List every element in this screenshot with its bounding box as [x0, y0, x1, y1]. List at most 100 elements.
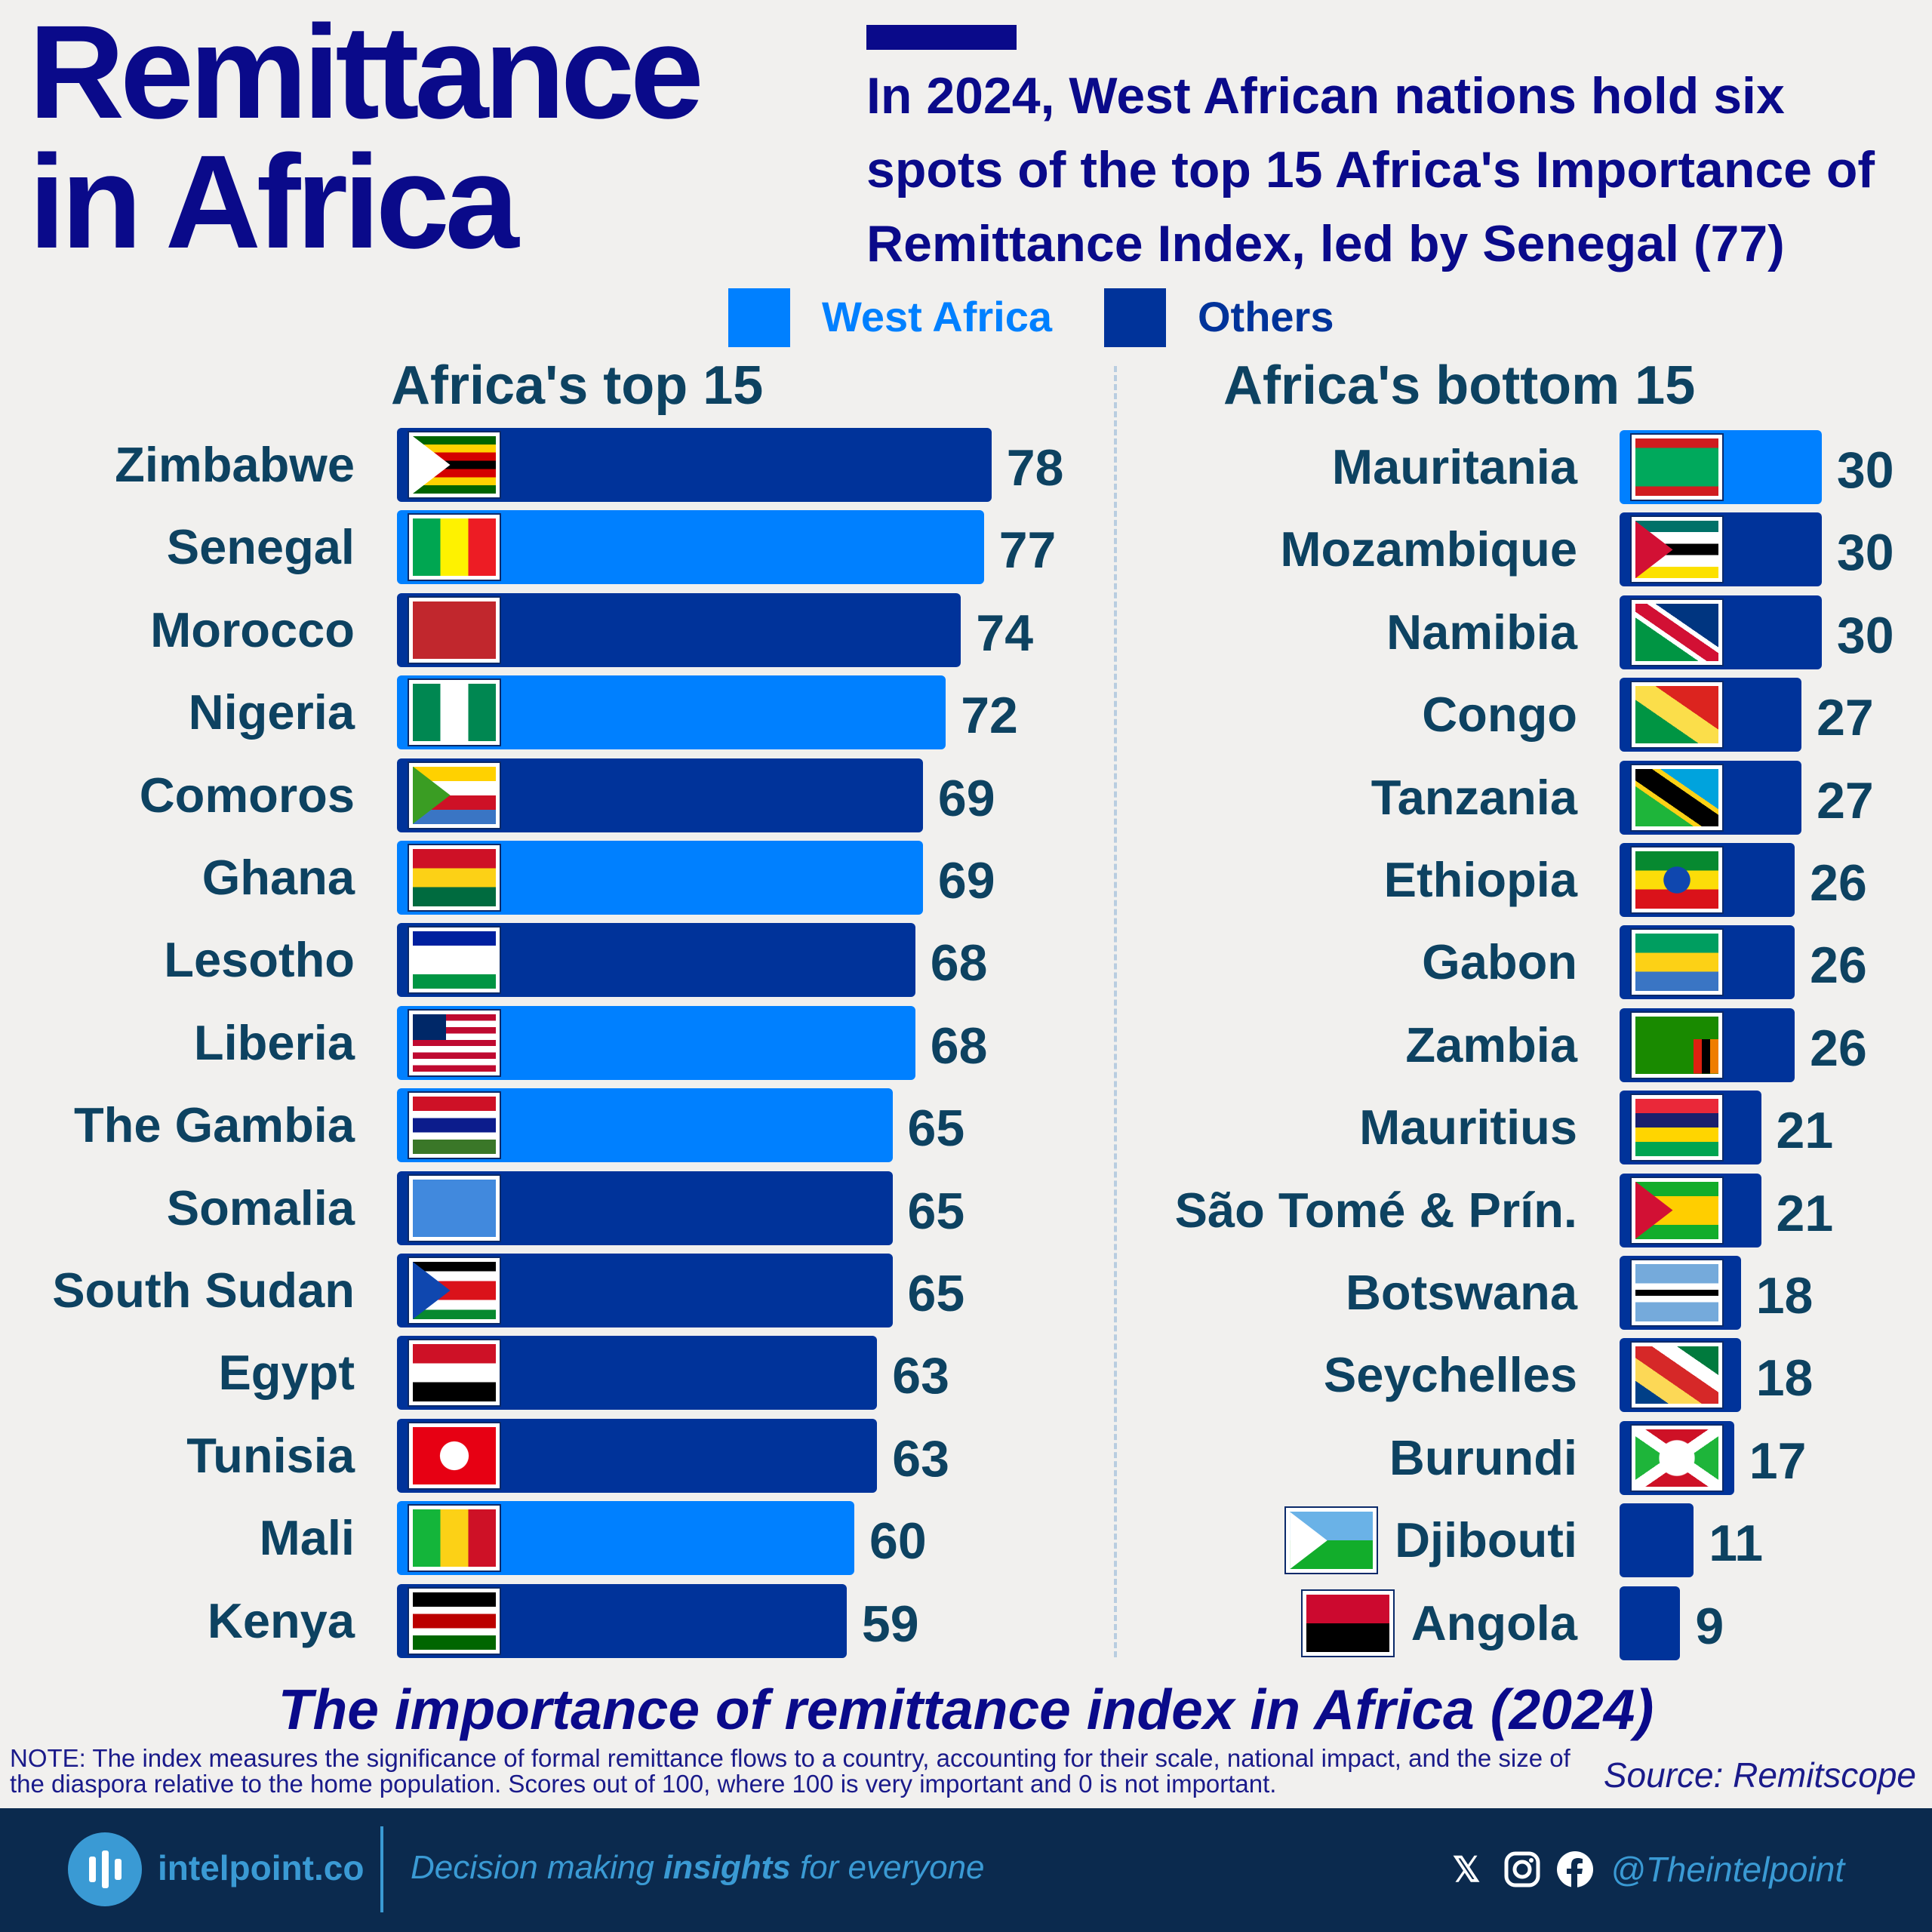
category-label-text: Comoros [139, 767, 355, 823]
social-handle[interactable]: @Theintelpoint [1611, 1850, 1845, 1889]
flag-zimbabwe-icon [409, 432, 500, 497]
x-icon[interactable]: 𝕏 [1452, 1850, 1481, 1889]
legend-label-others: Others [1198, 293, 1334, 340]
category-label: Ghana [202, 841, 355, 915]
bar-namibia [1620, 595, 1822, 669]
data-label: 17 [1749, 1432, 1807, 1490]
data-label: 60 [869, 1512, 927, 1571]
category-label: Liberia [194, 1006, 355, 1080]
category-label-text: Somalia [166, 1180, 355, 1235]
bar-zimbabwe [397, 428, 992, 502]
flag-kenya-icon [409, 1588, 500, 1654]
bar-sa-o-tome-pri-n [1620, 1173, 1761, 1247]
bar-mozambique [1620, 512, 1822, 587]
category-label-text: Tunisia [186, 1427, 355, 1483]
category-label: Senegal [167, 510, 355, 584]
data-label: 65 [907, 1100, 965, 1158]
category-label-text: Djibouti [1395, 1512, 1577, 1568]
category-label: Kenya [208, 1584, 355, 1658]
category-label-text: Burundi [1389, 1429, 1577, 1485]
data-label: 26 [1810, 854, 1867, 912]
category-label: Tanzania [1371, 761, 1577, 835]
bar-mauritania [1620, 430, 1822, 504]
flag-south-sudan-icon [409, 1258, 500, 1323]
category-label-text: The Gambia [73, 1097, 355, 1153]
category-label-text: Congo [1422, 687, 1577, 743]
data-label: 21 [1776, 1102, 1834, 1160]
flag-tanzania-icon [1632, 764, 1722, 830]
data-label: 68 [930, 934, 988, 992]
bar-mauritius [1620, 1091, 1761, 1165]
category-label: Zimbabwe [115, 428, 355, 502]
category-label: Gabon [1422, 925, 1577, 999]
bar-congo [1620, 678, 1802, 752]
category-label: São Tomé & Prín. [1175, 1174, 1577, 1247]
flag-sa-o-tome-pri-n-icon [1632, 1177, 1722, 1243]
category-label-text: Mauritius [1359, 1100, 1577, 1155]
data-label: 59 [861, 1595, 919, 1653]
category-label: Congo [1422, 678, 1577, 752]
category-label-text: Mauritania [1331, 439, 1577, 494]
data-label: 27 [1817, 771, 1874, 829]
category-label: Egypt [218, 1336, 355, 1410]
category-label: Mali [260, 1501, 355, 1575]
flag-egypt-icon [409, 1340, 500, 1406]
main-title: Remittance in Africa [29, 6, 704, 276]
category-label: Tunisia [186, 1419, 355, 1493]
category-label: Nigeria [189, 675, 355, 749]
category-label-text: Zambia [1405, 1017, 1577, 1072]
flag-namibia-icon [1632, 599, 1722, 665]
category-label-text: Zimbabwe [115, 437, 355, 492]
flag-somalia-icon [409, 1175, 500, 1241]
data-label: 21 [1776, 1184, 1834, 1242]
flag-ethiopia-icon [1632, 848, 1722, 912]
flag-lesotho-icon [409, 928, 500, 993]
brand-name[interactable]: intelpoint.co [158, 1848, 365, 1887]
methodology-note: NOTE: The index measures the significanc… [10, 1744, 1571, 1798]
data-label: 63 [892, 1429, 949, 1487]
data-label: 77 [998, 521, 1057, 580]
instagram-icon[interactable] [1503, 1850, 1541, 1888]
flag-liberia-icon [409, 1010, 500, 1075]
bar-morocco [397, 592, 961, 667]
bar-seychelles [1620, 1338, 1741, 1413]
category-label-text: Namibia [1386, 604, 1577, 660]
bar-djibouti [1620, 1503, 1694, 1578]
data-label: 72 [961, 687, 1018, 745]
tagline-pre: Decision making [411, 1849, 664, 1886]
data-label: 63 [892, 1347, 949, 1405]
flag-djibouti-icon [1286, 1508, 1377, 1574]
category-label: South Sudan [52, 1254, 355, 1327]
category-label: Mozambique [1280, 512, 1577, 586]
data-label: 18 [1755, 1349, 1814, 1407]
category-label-text: Tanzania [1371, 769, 1577, 825]
category-label: Mauritius [1359, 1091, 1577, 1164]
category-label: Angola [1302, 1586, 1577, 1660]
category-label: Lesotho [164, 923, 355, 997]
bar-kenya [397, 1583, 847, 1658]
data-label: 69 [937, 769, 995, 827]
bar-somalia [397, 1171, 893, 1245]
facebook-icon[interactable] [1556, 1850, 1594, 1888]
flag-morocco-icon [409, 597, 500, 663]
bar-gabon [1620, 925, 1795, 1000]
category-label-text: Lesotho [164, 932, 355, 988]
bar-ethiopia [1620, 843, 1795, 917]
bottom-15-header: Africa's bottom 15 [1223, 355, 1696, 416]
chart-caption: The importance of remittance index in Af… [278, 1678, 1654, 1741]
data-label: 27 [1817, 689, 1874, 747]
tagline-post: for everyone [790, 1849, 985, 1886]
data-label: 68 [930, 1017, 988, 1075]
title-line-2: in Africa [29, 128, 519, 276]
bar-nigeria [397, 675, 946, 750]
data-label: 74 [976, 604, 1034, 662]
category-label: Zambia [1405, 1008, 1577, 1082]
category-label-text: Ghana [202, 850, 355, 905]
data-label: 18 [1755, 1267, 1814, 1324]
data-label: 30 [1836, 441, 1894, 499]
bar-ghana [397, 841, 923, 915]
footer-divider [380, 1826, 383, 1912]
flag-botswana-icon [1632, 1260, 1722, 1325]
category-label-text: Nigeria [188, 685, 355, 740]
category-label-text: Liberia [193, 1014, 355, 1070]
